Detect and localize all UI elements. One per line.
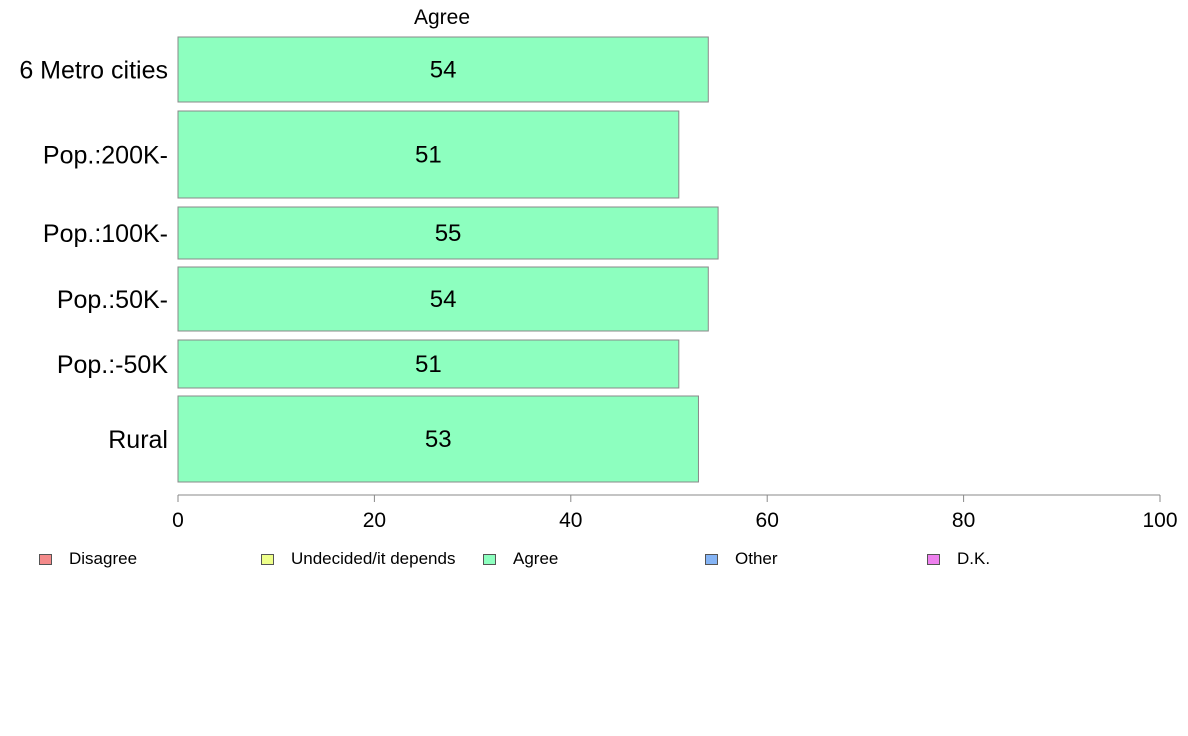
data-label: 54 <box>430 286 457 313</box>
chart-title: Agree <box>414 6 470 29</box>
bar <box>177 110 680 199</box>
legend-item-dk: D.K. <box>927 549 990 569</box>
data-label: 55 <box>435 220 462 247</box>
category-label: 6 Metro cities <box>19 57 168 85</box>
legend-swatch-disagree <box>39 553 52 565</box>
x-tick-label: 0 <box>172 509 184 532</box>
legend-item-other: Other <box>705 549 778 569</box>
bar <box>177 206 719 260</box>
x-tick-label: 60 <box>756 509 779 532</box>
legend-item-undecided: Undecided/it depends <box>261 549 455 569</box>
legend-item-disagree: Disagree <box>39 549 137 569</box>
bar <box>177 266 709 332</box>
category-label: Pop.:-50K <box>57 351 169 379</box>
legend-label: Other <box>735 549 778 568</box>
legend-swatch-agree <box>483 553 496 565</box>
data-label: 51 <box>415 351 442 378</box>
category-label: Pop.:200K- <box>43 142 168 170</box>
bar <box>177 339 680 389</box>
x-tick-label: 100 <box>1142 509 1177 532</box>
legend-label: D.K. <box>957 549 991 568</box>
bar <box>177 36 709 103</box>
data-label: 53 <box>425 426 452 453</box>
legend: Disagree Undecided/it depends Agree Othe… <box>0 549 1188 569</box>
legend-swatch-dk <box>927 553 940 565</box>
legend-label: Disagree <box>69 549 138 568</box>
category-label: Pop.:100K- <box>43 220 168 248</box>
legend-label: Undecided/it depends <box>291 549 456 568</box>
category-label: Pop.:50K- <box>57 286 168 314</box>
x-tick-label: 40 <box>559 509 582 532</box>
x-tick-label: 20 <box>363 509 386 532</box>
x-tick-label: 80 <box>952 509 975 532</box>
legend-swatch-undecided <box>261 553 274 565</box>
bar <box>177 395 699 483</box>
category-label: Rural <box>108 426 168 454</box>
legend-item-agree: Agree <box>483 549 558 569</box>
legend-swatch-other <box>705 553 718 565</box>
data-label: 54 <box>430 57 457 84</box>
legend-label: Agree <box>513 549 559 568</box>
data-label: 51 <box>415 142 442 169</box>
